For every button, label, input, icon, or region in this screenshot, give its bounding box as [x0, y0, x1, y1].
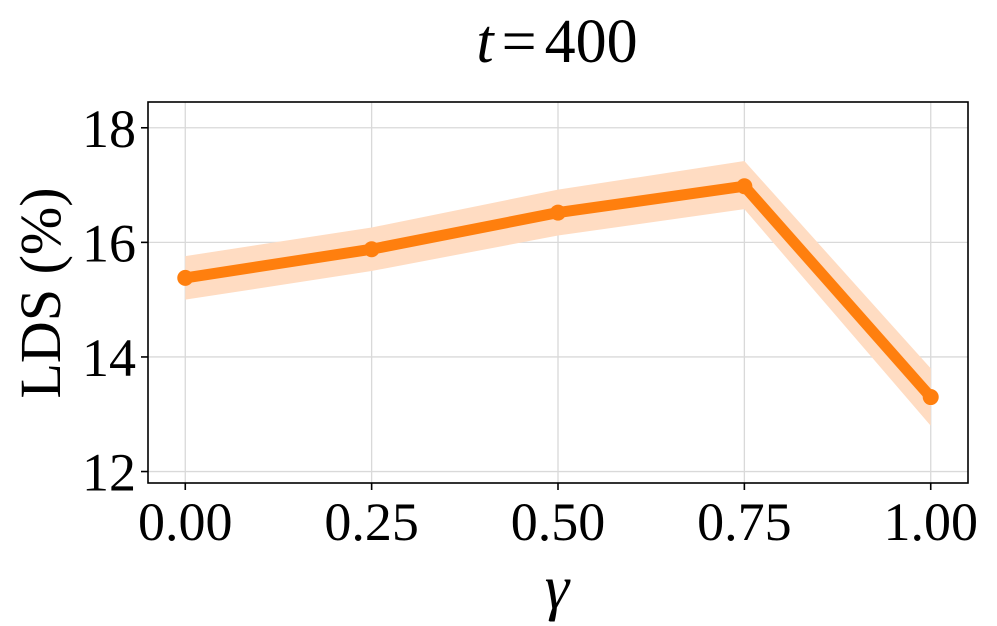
chart-title: t = 400 — [476, 8, 637, 76]
title-value: 400 — [545, 8, 638, 76]
x-tick-label: 0.50 — [511, 492, 606, 552]
y-tick-label: 18 — [82, 99, 136, 159]
data-point — [177, 269, 194, 286]
x-tick-label: 0.25 — [324, 492, 419, 552]
x-tick-label: 0.00 — [138, 492, 233, 552]
data-point — [922, 389, 939, 406]
title-operator: = — [502, 8, 537, 76]
x-tick-label: 0.75 — [697, 492, 792, 552]
data-point — [363, 241, 380, 258]
y-tick-label: 14 — [82, 328, 136, 388]
x-axis-label: γ — [545, 554, 571, 622]
y-tick-label: 12 — [82, 443, 136, 503]
y-tick-label: 16 — [82, 213, 136, 273]
x-tick-label: 1.00 — [883, 492, 978, 552]
title-variable: t — [476, 8, 495, 76]
y-axis-label: LDS (%) — [8, 187, 73, 398]
grid — [148, 102, 968, 483]
series-points — [177, 178, 939, 406]
data-point — [736, 178, 753, 195]
axis-ticks: 0.00 0.25 0.50 0.75 1.00 12 14 16 18 — [82, 99, 978, 552]
data-point — [550, 204, 566, 221]
